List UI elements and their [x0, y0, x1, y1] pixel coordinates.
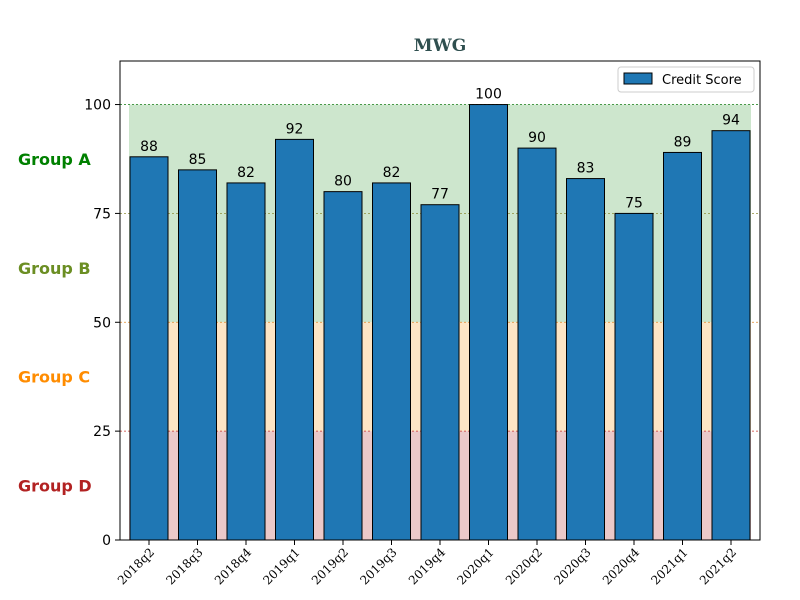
- y-tick-label: 75: [93, 206, 111, 222]
- bar-value-label: 80: [334, 174, 352, 190]
- bar-2020q4: [614, 212, 654, 541]
- bar-2018q2: [129, 156, 169, 541]
- bar-value-label: 77: [431, 187, 449, 203]
- group-label-1: Group A: [18, 150, 91, 169]
- bar-value-label: 83: [577, 161, 595, 177]
- x-tick-label: 2019q3: [357, 545, 399, 587]
- x-tick-label: 2021q1: [648, 545, 690, 587]
- bar-2018q3: [178, 169, 217, 541]
- legend: Credit Score: [617, 66, 755, 93]
- x-tick-label: 2020q2: [503, 545, 545, 587]
- bar-2019q2: [323, 191, 363, 541]
- x-tick-label: 2019q4: [406, 545, 449, 588]
- bar-2019q1: [275, 138, 314, 541]
- bar-value-label: 85: [189, 152, 207, 168]
- bar-value-label: 82: [237, 165, 255, 181]
- x-tick-label: 2019q2: [309, 545, 351, 587]
- bar-labels: 88 85 82 92 80 82 77 100 90 83 75 89 94: [140, 87, 740, 212]
- legend-swatch: [623, 72, 653, 85]
- bar-value-label: 100: [475, 87, 502, 103]
- x-tick-label: 2020q1: [454, 545, 496, 587]
- x-tick-label: 2019q1: [260, 545, 302, 587]
- bar-value-label: 90: [528, 130, 546, 146]
- bar-2021q2: [711, 130, 751, 541]
- y-tick-label: 0: [102, 533, 111, 549]
- bar-2019q4: [420, 204, 460, 541]
- x-tick-label: 2020q4: [600, 545, 643, 588]
- bar-value-label: 82: [383, 165, 401, 181]
- bar-2020q1: [469, 104, 508, 541]
- x-tick-label: 2020q3: [551, 545, 593, 587]
- y-axis-ticks: 0 25 50 75 100: [84, 98, 120, 549]
- bar-2020q2: [517, 147, 557, 541]
- y-tick-label: 25: [93, 424, 111, 440]
- x-tick-label: 2018q3: [163, 545, 205, 587]
- legend-label: Credit Score: [662, 73, 742, 88]
- x-axis-ticks: 2018q2 2018q3 2018q4 2019q1 2019q2 2019q3 2019…: [115, 540, 739, 588]
- bar-2020q3: [566, 178, 605, 541]
- group-labels: Group A Group B Group C Group D: [18, 150, 92, 496]
- x-tick-label: 2021q2: [697, 545, 739, 587]
- group-label-2: Group B: [18, 259, 91, 278]
- bar-2019q3: [372, 182, 411, 541]
- y-tick-label: 100: [84, 98, 111, 114]
- x-tick-label: 2018q4: [212, 545, 255, 588]
- bar-value-label: 94: [722, 113, 740, 129]
- bar-2021q1: [663, 151, 702, 541]
- bar-value-label: 88: [140, 139, 158, 155]
- bar-value-label: 89: [674, 134, 692, 150]
- bar-value-label: 92: [286, 121, 304, 137]
- group-label-3: Group C: [18, 368, 90, 387]
- y-tick-label: 50: [93, 315, 111, 331]
- chart-title: MWG: [414, 36, 466, 56]
- group-label-4: Group D: [18, 477, 92, 496]
- bar-value-label: 75: [625, 195, 643, 211]
- bar-2018q4: [226, 182, 266, 541]
- x-tick-label: 2018q2: [115, 545, 157, 587]
- bars: [129, 104, 751, 541]
